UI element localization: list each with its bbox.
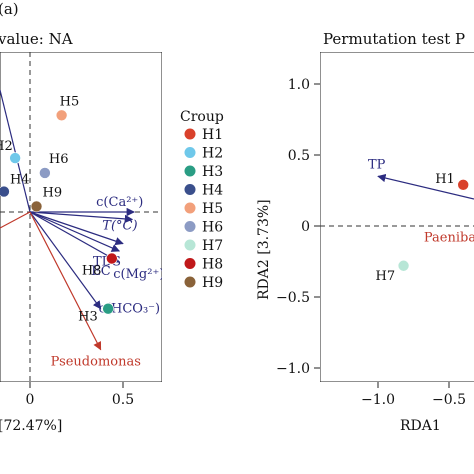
legend-label-h4: H4 — [202, 183, 223, 199]
panel-b-ytick-label: 0 — [301, 219, 310, 235]
vector-offscreen-upper — [0, 89, 31, 213]
point-h5 — [55, 109, 68, 122]
point-label-h9: H9 — [43, 185, 63, 200]
panel-b-title: Permutation test P — [323, 30, 465, 48]
panel-a-label: (a) — [0, 0, 19, 18]
panel-b-xtick-label: −0.5 — [432, 392, 466, 408]
panel-b-ytick-label: 1.0 — [288, 77, 310, 93]
point-h7 — [397, 259, 410, 272]
legend-marker-h3 — [184, 165, 196, 177]
legend-label-h3: H3 — [202, 164, 223, 180]
point-h4 — [0, 185, 10, 198]
panel-a-xlabel: [72.47%] — [0, 418, 62, 434]
vector-tp — [377, 173, 474, 200]
point-h1 — [457, 179, 470, 191]
vector-label-c-mg: c(Mg²⁺) — [113, 267, 164, 282]
legend-marker-h7 — [184, 239, 196, 251]
vector-label-ec: EC — [91, 264, 110, 279]
legend-marker-h4 — [184, 184, 196, 195]
legend-label-h7: H7 — [202, 238, 223, 254]
legend-marker-h6 — [184, 221, 196, 232]
vector-label-c-ca: c(Ca²⁺) — [96, 195, 143, 210]
vector-c-mg — [29, 211, 121, 263]
point-label-h6: H6 — [49, 152, 69, 167]
panel-a-frame — [0, 52, 162, 382]
legend-label-h2: H2 — [202, 146, 223, 162]
vector-ec — [29, 211, 121, 252]
point-h3 — [102, 302, 114, 315]
panel-b-plot: TP Paenibacillus H1 H7 — [320, 52, 474, 382]
legend-marker-h5 — [184, 202, 196, 214]
panel-a-xtick-label: 0.5 — [112, 392, 134, 408]
point-h6 — [39, 167, 51, 179]
vector-offscreen-lower — [0, 211, 31, 229]
panel-b-ytick-label: −0.5 — [276, 290, 310, 306]
panel-b-ytick-label: −1.0 — [276, 361, 310, 377]
panel-a-xtick-label: 0 — [26, 392, 35, 408]
legend-title: Croup — [180, 109, 224, 125]
panel-b-xlabel: RDA1 — [400, 418, 441, 434]
point-h8 — [106, 252, 118, 265]
legend-label-h1: H1 — [202, 127, 223, 143]
vector-label-c-hco: c(HCO₃⁻) — [99, 302, 160, 317]
panel-b-frame — [320, 52, 474, 382]
point-label-h4: H4 — [10, 173, 30, 188]
panel-a-title: value: NA — [0, 30, 73, 48]
vector-label-pseudomonas: Pseudomonas — [51, 355, 141, 370]
vector-label-t-c: T(°C) — [102, 218, 137, 233]
panel-b-xtick-label: −1.0 — [361, 392, 395, 408]
panel-b-ylabel: RDA2 [3.73%] — [256, 199, 272, 300]
panel-b-ytick-label: 0.5 — [288, 148, 310, 164]
legend-label-h5: H5 — [202, 201, 223, 217]
point-label-h2: H2 — [0, 139, 13, 154]
vector-pseudomonas — [29, 211, 102, 351]
vector-label-tp: TP — [368, 157, 386, 172]
legend-label-h6: H6 — [202, 220, 223, 236]
legend-label-h8: H8 — [202, 257, 223, 273]
vector-t-c — [29, 211, 134, 224]
legend-marker-h2 — [184, 147, 196, 158]
vector-label-paenibacillus: Paenibacillus — [424, 231, 474, 246]
legend-marker-h8 — [184, 258, 196, 269]
point-label-h7: H7 — [376, 269, 396, 284]
legend-marker-h9 — [184, 276, 196, 288]
vector-c-hco — [29, 211, 102, 310]
legend-marker-h1 — [184, 128, 196, 140]
point-label-h1: H1 — [435, 172, 455, 187]
point-label-h3: H3 — [78, 310, 98, 325]
point-label-h8: H8 — [82, 264, 102, 279]
point-label-h5: H5 — [60, 94, 80, 109]
legend-label-h9: H9 — [202, 275, 223, 291]
point-h2 — [9, 152, 21, 164]
point-h9 — [30, 200, 43, 213]
legend: Croup H1 H2 H3 H4 H5 H6 H7 H8 H9 — [180, 109, 224, 291]
vector-tds — [29, 211, 124, 246]
panel-b-axes: 1.0 0.5 0 −0.5 −1.0 −1.0 −0.5 — [276, 77, 466, 408]
panel-a-x-axis: 0 0.5 — [26, 382, 134, 408]
